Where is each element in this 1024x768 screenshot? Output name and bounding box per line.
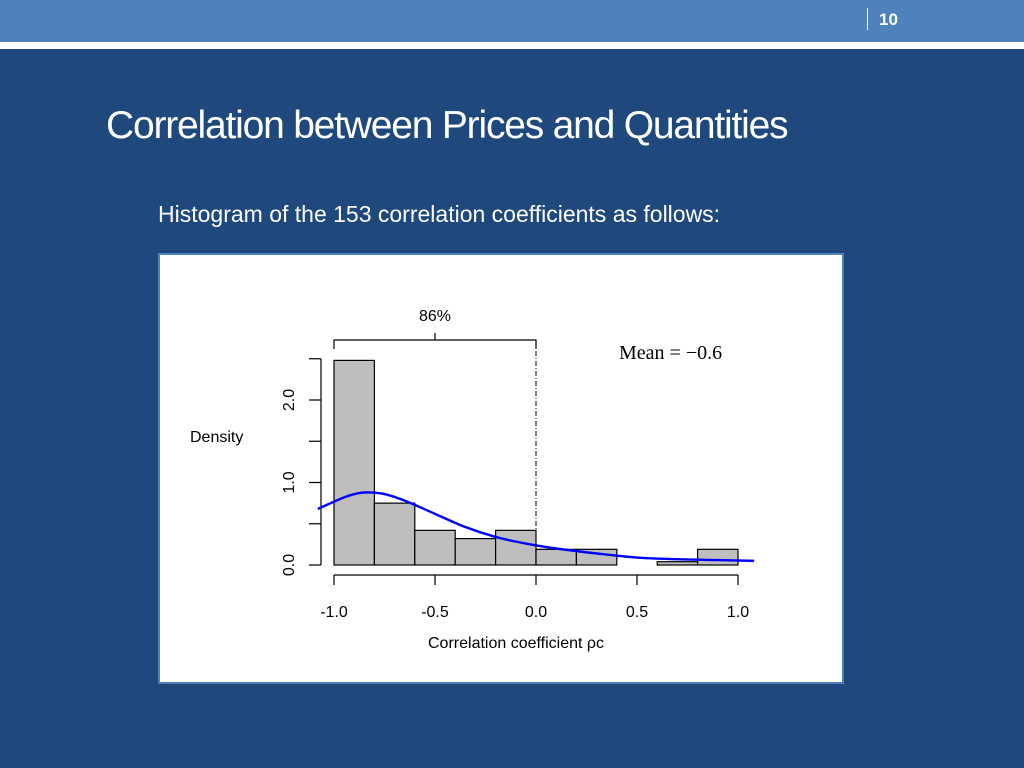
- page-number: 10: [879, 10, 898, 29]
- slide-title: Correlation between Prices and Quantitie…: [106, 104, 789, 147]
- histogram-bar: [495, 529, 537, 566]
- histogram-chart: -1.0 -0.5 0.0 0.5 1.0 0.0 1.0 2.0 86% Mean = −0…: [190, 308, 755, 652]
- chart-axes: -1.0 -0.5 0.0 0.5 1.0 0.0 1.0 2.0: [281, 358, 749, 621]
- y-tick-label: 1.0: [281, 471, 298, 493]
- histogram-bar: [535, 548, 578, 566]
- x-tick-label: 0.5: [626, 604, 648, 621]
- histogram-bar: [414, 529, 456, 566]
- histogram-bar: [656, 561, 699, 566]
- mean-annotation: Mean = −0.6: [619, 342, 722, 364]
- x-tick-label: 0.0: [525, 604, 547, 621]
- top-bar: [0, 0, 1024, 42]
- y-tick-label: 2.0: [281, 389, 298, 411]
- histogram-bar: [333, 359, 376, 566]
- x-tick-label: -0.5: [421, 604, 449, 621]
- top-divider-line: [0, 42, 1024, 49]
- histogram-bar: [373, 502, 416, 566]
- page-number-separator: [867, 8, 868, 30]
- y-axis-label: Density: [190, 429, 243, 446]
- chart-panel: -1.0 -0.5 0.0 0.5 1.0 0.0 1.0 2.0 86% Mean = −0…: [158, 253, 844, 684]
- histogram-bar: [454, 538, 497, 566]
- percentage-bracket: [333, 333, 537, 349]
- x-tick-label: -1.0: [320, 604, 348, 621]
- histogram-bars: [333, 359, 739, 566]
- bracket-label: 86%: [419, 308, 451, 325]
- slide-subtitle: Histogram of the 153 correlation coeffic…: [158, 201, 721, 227]
- histogram-bar: [696, 548, 739, 566]
- y-tick-label: 0.0: [281, 554, 298, 576]
- density-curve: [317, 491, 755, 563]
- x-axis-label: Correlation coefficient ρc: [428, 635, 604, 652]
- x-tick-label: 1.0: [727, 604, 749, 621]
